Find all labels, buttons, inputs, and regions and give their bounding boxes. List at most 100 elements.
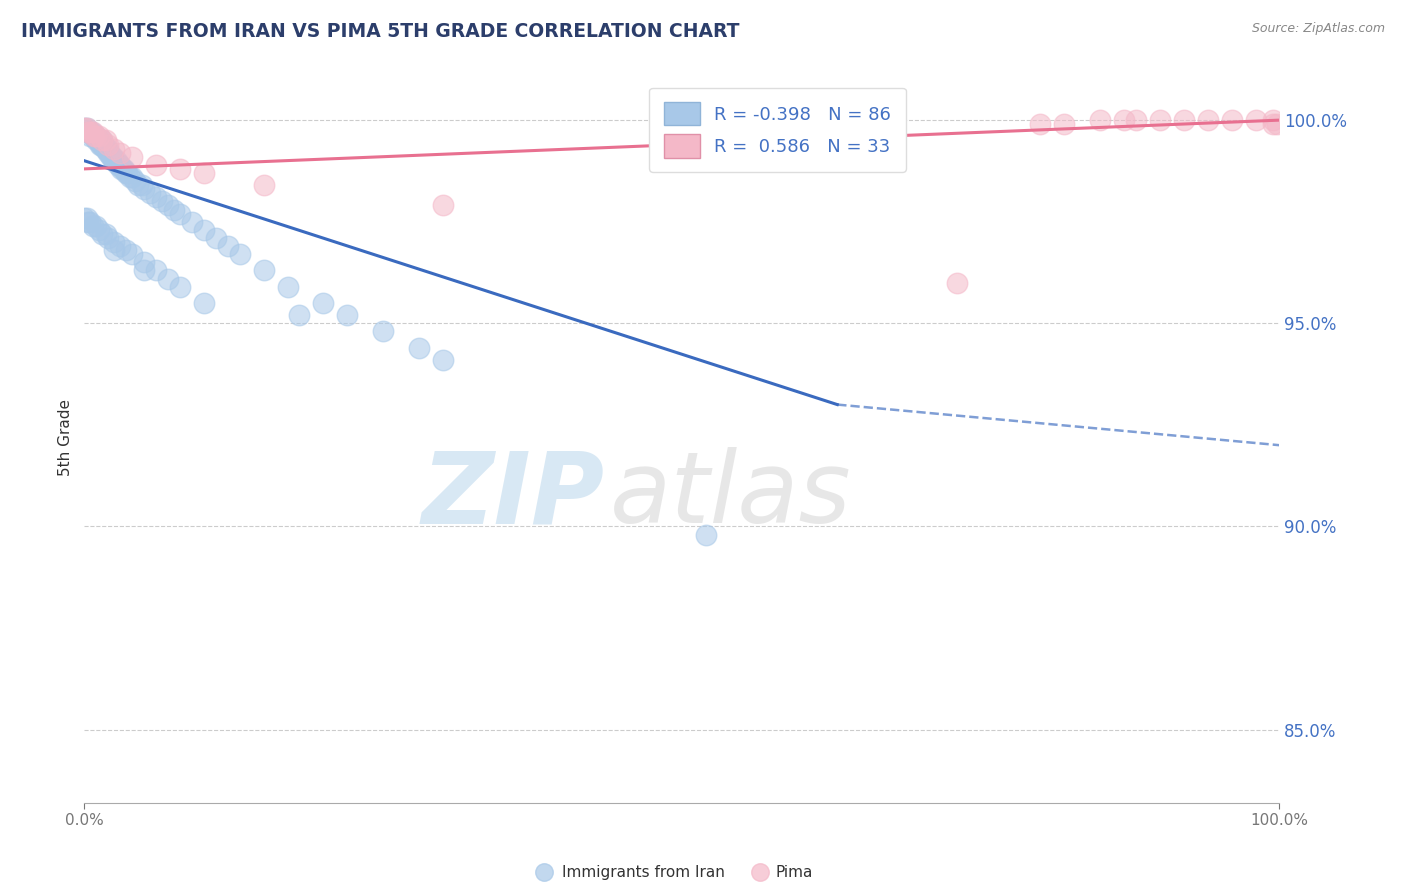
Point xyxy=(127,178,149,193)
Point xyxy=(312,296,335,310)
Point xyxy=(253,263,276,277)
Point xyxy=(110,145,132,160)
Point xyxy=(1029,117,1052,131)
Point xyxy=(91,137,114,152)
Point xyxy=(87,133,110,147)
Point xyxy=(193,166,215,180)
Point xyxy=(336,308,359,322)
Point xyxy=(97,137,120,152)
Point xyxy=(1125,113,1147,128)
Point xyxy=(695,527,717,541)
Point xyxy=(97,142,120,156)
Point xyxy=(83,129,105,144)
Point xyxy=(101,150,124,164)
Text: Immigrants from Iran: Immigrants from Iran xyxy=(562,864,725,880)
Point xyxy=(110,161,132,176)
Point xyxy=(1053,117,1076,131)
Point xyxy=(169,206,191,220)
Point xyxy=(103,235,125,249)
Text: Pima: Pima xyxy=(775,864,813,880)
Point xyxy=(169,161,191,176)
Point xyxy=(97,231,120,245)
Point xyxy=(77,125,100,139)
Point xyxy=(288,308,311,322)
Text: IMMIGRANTS FROM IRAN VS PIMA 5TH GRADE CORRELATION CHART: IMMIGRANTS FROM IRAN VS PIMA 5TH GRADE C… xyxy=(21,22,740,41)
Point xyxy=(97,145,120,160)
Point xyxy=(121,169,143,184)
Point xyxy=(86,133,108,147)
Point xyxy=(76,121,98,136)
Point xyxy=(103,153,125,168)
Point xyxy=(86,129,108,144)
Point xyxy=(108,158,131,172)
Point xyxy=(1263,113,1285,128)
Point xyxy=(104,153,127,168)
Point xyxy=(145,263,167,277)
Point xyxy=(145,190,167,204)
Point xyxy=(89,137,111,152)
Point xyxy=(1090,113,1112,128)
Point xyxy=(82,219,104,233)
Point xyxy=(1244,113,1267,128)
Point xyxy=(86,219,108,233)
Point xyxy=(157,198,180,212)
Point xyxy=(132,182,156,196)
Point xyxy=(73,121,96,136)
Point xyxy=(77,215,100,229)
Point xyxy=(79,215,101,229)
Point xyxy=(93,137,115,152)
Point xyxy=(1173,113,1195,128)
Point xyxy=(145,158,167,172)
Point xyxy=(79,125,101,139)
Point xyxy=(103,243,125,257)
Point xyxy=(84,129,107,144)
Point xyxy=(946,276,969,290)
Point xyxy=(112,161,135,176)
Point xyxy=(432,352,454,367)
Point xyxy=(93,142,115,156)
Point xyxy=(229,247,252,261)
Point xyxy=(77,125,100,139)
Point xyxy=(163,202,186,217)
Point xyxy=(83,129,105,144)
Point xyxy=(132,263,156,277)
Point xyxy=(121,247,143,261)
Point xyxy=(117,166,139,180)
Point xyxy=(118,169,141,184)
Point xyxy=(1265,117,1288,131)
Point xyxy=(73,211,96,225)
Point xyxy=(110,158,132,172)
Point xyxy=(132,255,156,269)
Point xyxy=(91,227,114,241)
Point xyxy=(76,121,98,136)
Point xyxy=(100,150,122,164)
Point xyxy=(111,161,134,176)
Point xyxy=(277,279,299,293)
Point xyxy=(91,133,114,147)
Point xyxy=(193,223,215,237)
Point xyxy=(150,194,173,209)
Point xyxy=(169,279,191,293)
Text: ZIP: ZIP xyxy=(422,447,605,544)
Point xyxy=(94,133,117,147)
Y-axis label: 5th Grade: 5th Grade xyxy=(58,399,73,475)
Point xyxy=(76,211,98,225)
Point xyxy=(115,166,138,180)
Point xyxy=(1197,113,1219,128)
Point xyxy=(101,150,124,164)
Point xyxy=(124,174,146,188)
Point xyxy=(86,129,108,144)
Point xyxy=(253,178,276,193)
Point xyxy=(94,227,117,241)
Point xyxy=(131,178,153,193)
Point xyxy=(90,137,112,152)
Point xyxy=(408,341,430,355)
Text: atlas: atlas xyxy=(610,447,852,544)
Point xyxy=(121,150,143,164)
Point xyxy=(82,125,104,139)
Point xyxy=(94,142,117,156)
Point xyxy=(115,243,138,257)
Point xyxy=(1114,113,1136,128)
Legend: R = -0.398   N = 86, R =  0.586   N = 33: R = -0.398 N = 86, R = 0.586 N = 33 xyxy=(650,87,905,172)
Point xyxy=(157,271,180,285)
